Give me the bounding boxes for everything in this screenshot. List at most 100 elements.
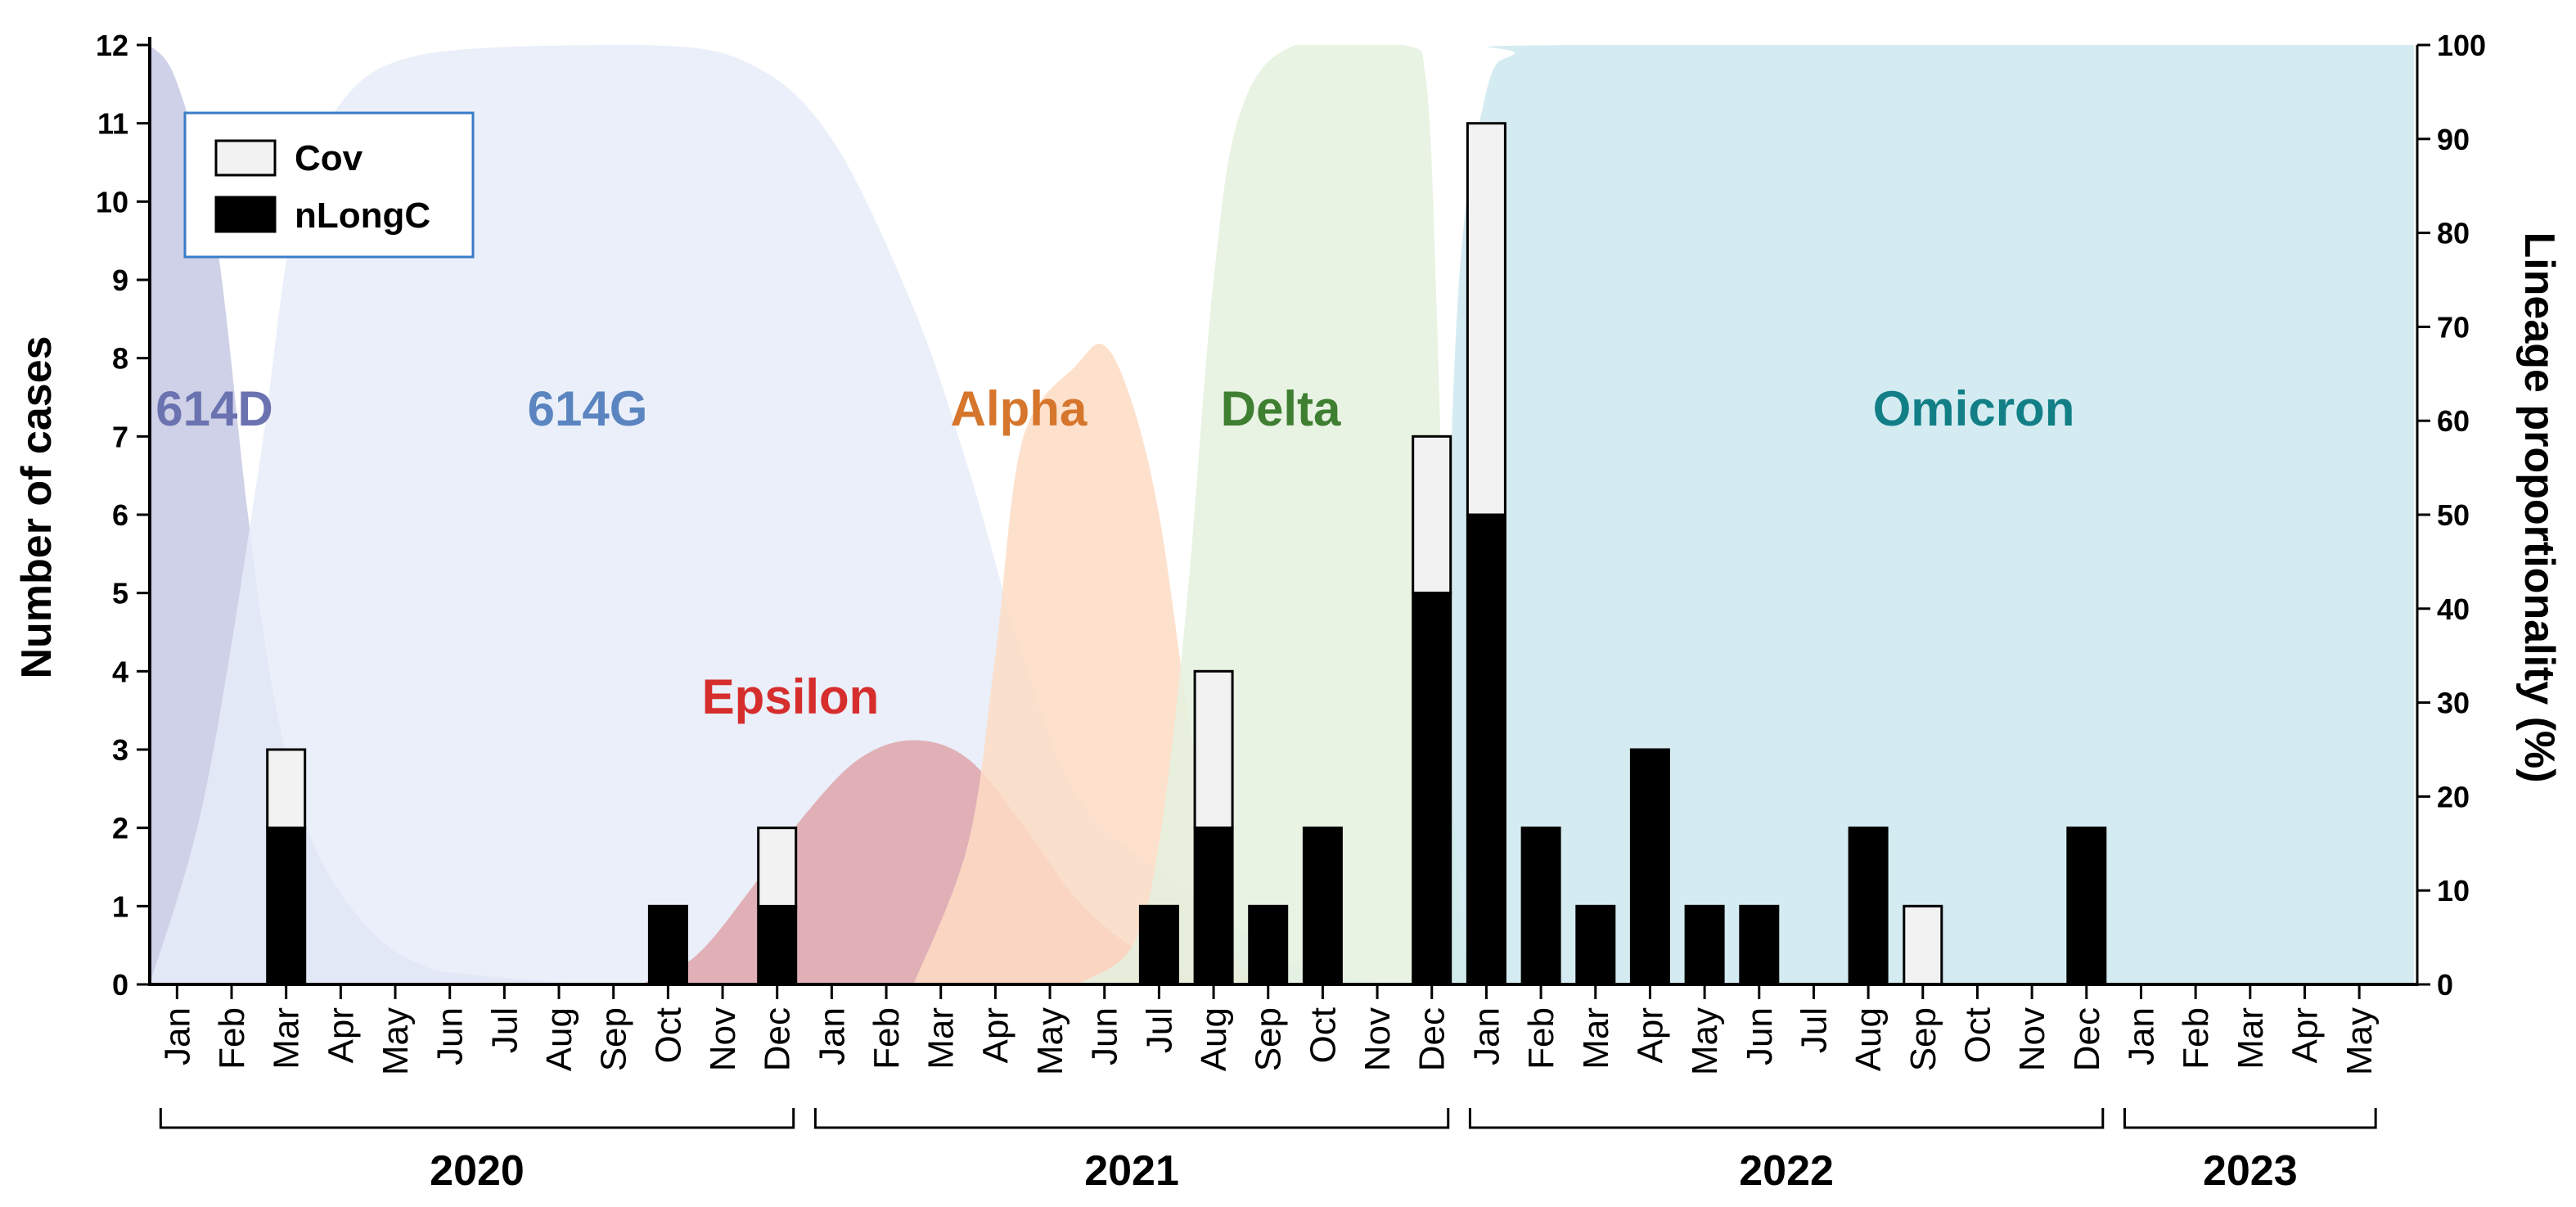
y-tick-label: 5 xyxy=(112,577,128,610)
month-label: Jan xyxy=(812,1007,852,1065)
legend-label-cov: Cov xyxy=(295,138,363,178)
month-label: Jan xyxy=(2122,1007,2162,1065)
month-label: Apr xyxy=(975,1007,1016,1063)
y-tick-label: 9 xyxy=(112,263,128,297)
y-axis-label: Number of cases xyxy=(13,336,61,678)
month-label: Mar xyxy=(1576,1007,1616,1070)
month-label: Sep xyxy=(594,1007,634,1071)
axes: 01234567891011120102030405060708090100Ja… xyxy=(96,29,2486,1195)
bar-cov-11 xyxy=(757,826,798,908)
variant-labels: 614D 614G Epsilon Alpha Delta Omicron xyxy=(155,381,2074,724)
month-label: Jan xyxy=(1466,1007,1506,1065)
year-bracket xyxy=(159,1108,795,1129)
bar-nlongc-20 xyxy=(1248,904,1289,986)
y-tick-label: 11 xyxy=(97,107,128,141)
bar-cov-19 xyxy=(1193,669,1234,830)
month-label: May xyxy=(1685,1007,1725,1075)
month-label: Sep xyxy=(1249,1007,1289,1071)
month-label: Dec xyxy=(2067,1007,2107,1071)
bar-nlongc-23 xyxy=(1412,592,1452,986)
year-label: 2022 xyxy=(1739,1147,1834,1195)
bar-nlongc-26 xyxy=(1575,904,1616,986)
month-label: Nov xyxy=(1358,1007,1398,1071)
variant-label-omicron: Omicron xyxy=(1873,381,2075,436)
month-label: Apr xyxy=(1630,1007,1670,1063)
month-label: Apr xyxy=(321,1007,361,1063)
variant-label-614d: 614D xyxy=(155,381,272,436)
y-tick-label: 7 xyxy=(112,420,128,453)
month-label: Mar xyxy=(2231,1007,2271,1070)
month-label: May xyxy=(1030,1007,1070,1075)
legend-label-nlongc: nLongC xyxy=(295,196,430,236)
month-label: Oct xyxy=(1957,1007,1997,1063)
bar-cov-2 xyxy=(266,748,307,830)
month-label: Mar xyxy=(921,1007,961,1070)
y-tick-label: 3 xyxy=(112,733,128,767)
y-tick-label: 4 xyxy=(112,655,128,688)
y2-tick-label: 50 xyxy=(2437,498,2470,532)
y-tick-label: 10 xyxy=(96,185,128,218)
month-label: Jan xyxy=(157,1007,197,1065)
y2-tick-label: 100 xyxy=(2437,29,2486,62)
variant-label-delta: Delta xyxy=(1221,381,1341,436)
lineage-area-omicron xyxy=(1431,45,2414,984)
month-label: Aug xyxy=(1194,1007,1234,1071)
month-label: Nov xyxy=(2012,1007,2052,1071)
case-bars xyxy=(266,122,2107,986)
lineage-area-delta xyxy=(1077,45,1487,984)
month-label: Jul xyxy=(484,1007,525,1053)
year-label: 2021 xyxy=(1084,1147,1179,1195)
month-label: Jul xyxy=(1139,1007,1179,1053)
month-label: Jun xyxy=(1740,1007,1780,1065)
variant-label-614g: 614G xyxy=(528,381,648,436)
y-tick-label: 8 xyxy=(112,342,128,376)
month-label: Feb xyxy=(212,1007,252,1070)
y-tick-label: 6 xyxy=(112,498,128,532)
bar-nlongc-31 xyxy=(1848,826,1889,986)
bar-nlongc-18 xyxy=(1138,904,1179,986)
month-label: Feb xyxy=(2176,1007,2216,1070)
bar-nlongc-2 xyxy=(266,826,307,986)
bar-nlongc-21 xyxy=(1302,826,1343,986)
bar-nlongc-27 xyxy=(1629,748,1670,986)
variant-label-alpha: Alpha xyxy=(951,381,1088,436)
month-label: Feb xyxy=(1521,1007,1561,1070)
y2-tick-label: 10 xyxy=(2437,874,2470,908)
y-tick-label: 2 xyxy=(112,812,128,845)
month-label: Oct xyxy=(648,1007,688,1063)
bar-nlongc-24 xyxy=(1466,513,1506,986)
y2-tick-label: 80 xyxy=(2437,217,2470,250)
y2-tick-label: 60 xyxy=(2437,404,2470,438)
year-label: 2020 xyxy=(430,1147,525,1195)
legend-swatch-nlongc xyxy=(214,196,277,233)
y2-axis-label: Lineage proportionality (%) xyxy=(2515,232,2563,782)
y-tick-label: 0 xyxy=(112,968,128,1002)
month-label: Jun xyxy=(430,1007,471,1065)
month-label: Aug xyxy=(539,1007,579,1071)
lineage-areas xyxy=(150,45,2414,984)
month-label: Aug xyxy=(1849,1007,1889,1071)
bar-nlongc-11 xyxy=(757,904,798,986)
month-label: Mar xyxy=(267,1007,307,1070)
bar-nlongc-19 xyxy=(1193,826,1234,986)
bar-nlongc-9 xyxy=(647,904,688,986)
y-tick-label: 12 xyxy=(96,29,128,62)
year-bracket xyxy=(813,1108,1450,1129)
year-label: 2023 xyxy=(2203,1147,2298,1195)
month-label: Oct xyxy=(1303,1007,1343,1063)
bar-cov-24 xyxy=(1466,122,1506,516)
y2-tick-label: 70 xyxy=(2437,310,2470,344)
legend: Cov nLongC xyxy=(183,111,475,259)
bar-nlongc-25 xyxy=(1520,826,1561,986)
y2-tick-label: 0 xyxy=(2437,968,2453,1002)
year-bracket xyxy=(2123,1108,2377,1129)
y2-tick-label: 30 xyxy=(2437,687,2470,720)
bar-nlongc-35 xyxy=(2066,826,2107,986)
bar-cov-32 xyxy=(1903,904,1943,986)
y-tick-label: 1 xyxy=(112,889,128,923)
month-label: Dec xyxy=(758,1007,798,1071)
y2-tick-label: 20 xyxy=(2437,780,2470,813)
month-label: Jul xyxy=(1794,1007,1834,1053)
month-label: Dec xyxy=(1412,1007,1452,1071)
